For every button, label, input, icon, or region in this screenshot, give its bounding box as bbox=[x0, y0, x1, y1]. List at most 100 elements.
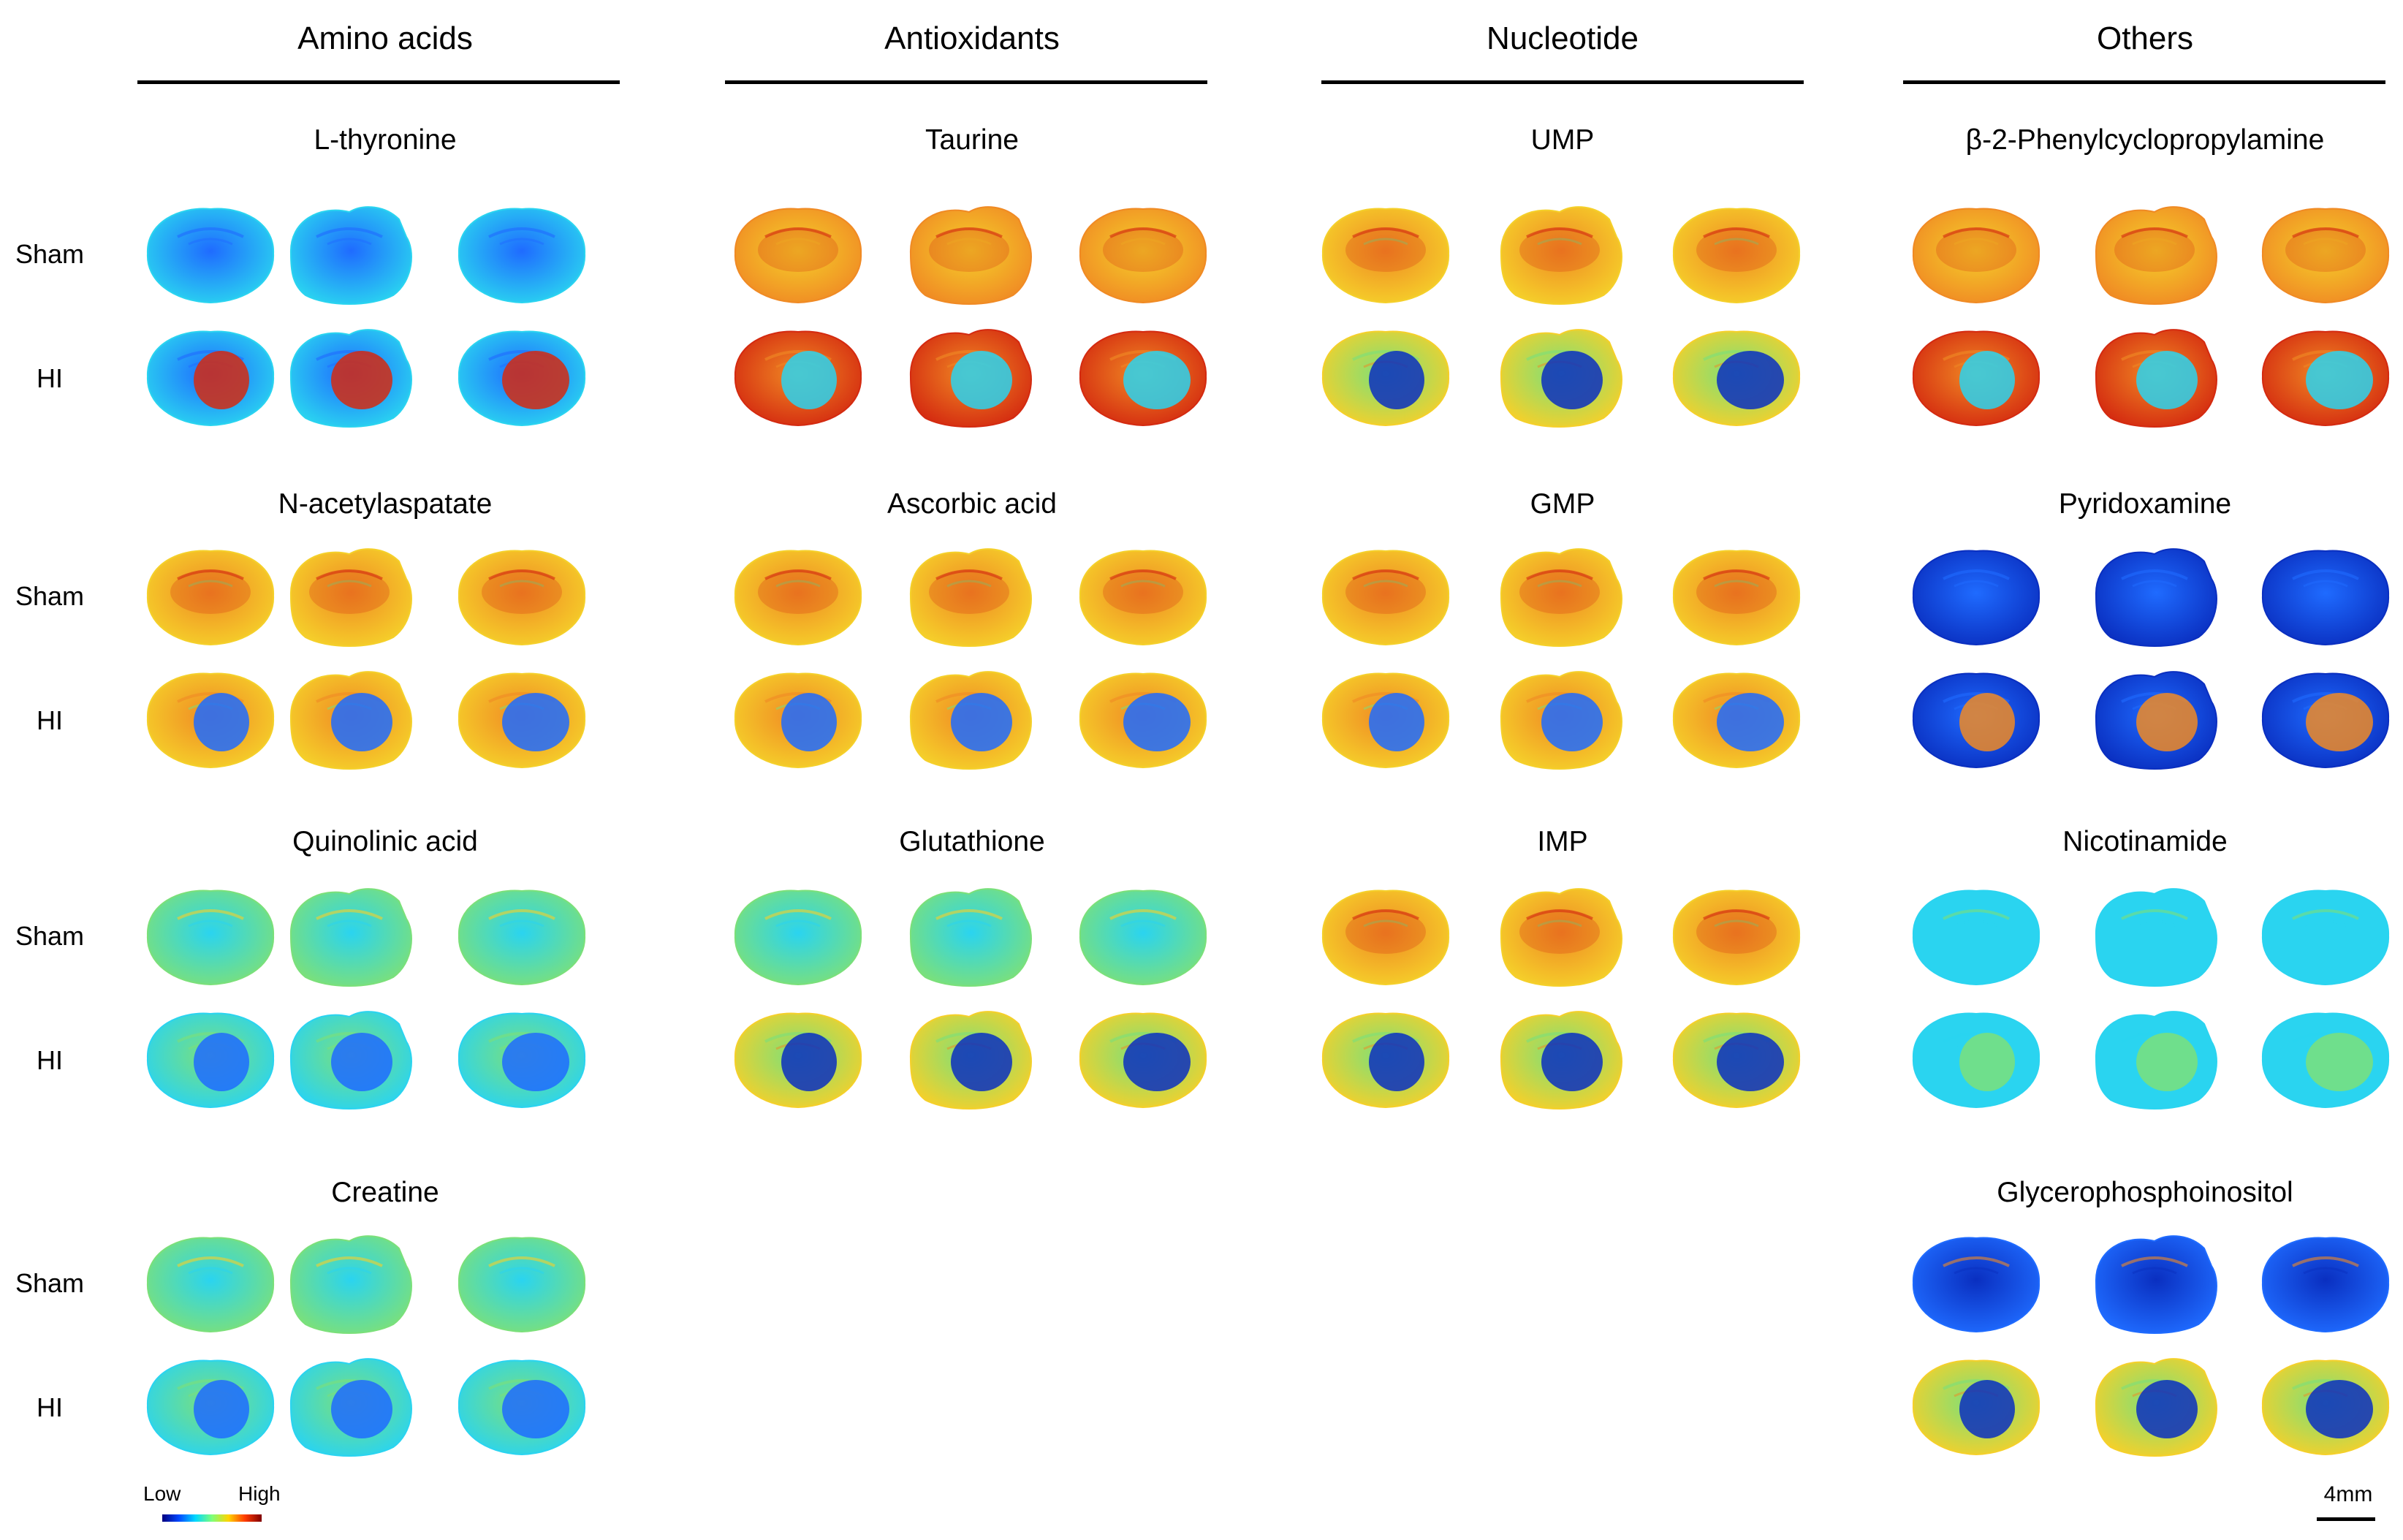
brain-section-sham bbox=[137, 199, 284, 312]
brain-section-hi bbox=[2252, 322, 2399, 435]
category-rule bbox=[725, 80, 1207, 84]
colorbar-low-label: Low bbox=[143, 1482, 181, 1505]
brain-section-hi bbox=[1070, 322, 1216, 435]
brain-section-sham bbox=[896, 199, 1042, 312]
metabolite-title: N-acetylaspatate bbox=[278, 488, 493, 520]
brain-section-hi bbox=[2252, 1004, 2399, 1117]
brain-section-hi bbox=[1663, 664, 1810, 777]
brain-section-hi bbox=[2081, 664, 2228, 777]
brain-section-sham bbox=[2252, 881, 2399, 994]
brain-section-hi bbox=[1070, 664, 1216, 777]
row-label-sham: Sham bbox=[15, 581, 85, 611]
brain-section-hi bbox=[137, 664, 284, 777]
row-label-sham: Sham bbox=[15, 921, 85, 951]
brain-section-hi bbox=[896, 322, 1042, 435]
brain-section-sham bbox=[725, 541, 871, 654]
brain-section-hi bbox=[1313, 322, 1459, 435]
brain-section-hi bbox=[725, 322, 871, 435]
brain-section-sham bbox=[896, 541, 1042, 654]
brain-section-hi bbox=[896, 664, 1042, 777]
scale-bar-line bbox=[2317, 1517, 2375, 1521]
brain-section-hi bbox=[2081, 1004, 2228, 1117]
brain-section-sham bbox=[1663, 881, 1810, 994]
brain-section-sham bbox=[1663, 199, 1810, 312]
metabolite-title: IMP bbox=[1537, 826, 1588, 857]
brain-section-hi bbox=[276, 322, 422, 435]
brain-section-sham bbox=[1313, 881, 1459, 994]
brain-section-hi bbox=[2252, 1351, 2399, 1464]
brain-section-sham bbox=[449, 1228, 595, 1341]
metabolite-title: β-2-Phenylcyclopropylamine bbox=[1965, 124, 2325, 156]
brain-section-hi bbox=[1903, 1351, 2049, 1464]
brain-section-sham bbox=[725, 881, 871, 994]
brain-section-sham bbox=[276, 1228, 422, 1341]
brain-section-sham bbox=[2081, 541, 2228, 654]
brain-section-sham bbox=[1487, 199, 1633, 312]
category-title: Others bbox=[2096, 20, 2194, 56]
row-label-hi: HI bbox=[37, 705, 63, 735]
brain-section-sham bbox=[896, 881, 1042, 994]
brain-section-hi bbox=[1903, 322, 2049, 435]
brain-section-sham bbox=[1070, 541, 1216, 654]
brain-section-hi bbox=[725, 1004, 871, 1117]
brain-section-sham bbox=[1903, 1228, 2049, 1341]
brain-section-sham bbox=[449, 199, 595, 312]
row-label-sham: Sham bbox=[15, 1268, 85, 1298]
brain-section-sham bbox=[1313, 541, 1459, 654]
brain-section-hi bbox=[1487, 664, 1633, 777]
brain-section-hi bbox=[1663, 1004, 1810, 1117]
brain-section-sham bbox=[1487, 541, 1633, 654]
category-rule bbox=[1321, 80, 1804, 84]
brain-section-sham bbox=[1903, 199, 2049, 312]
metabolite-title: UMP bbox=[1530, 124, 1595, 156]
brain-section-hi bbox=[449, 322, 595, 435]
brain-section-sham bbox=[725, 199, 871, 312]
brain-section-sham bbox=[2252, 541, 2399, 654]
category-title: Amino acids bbox=[297, 20, 473, 56]
metabolite-title: Ascorbic acid bbox=[887, 488, 1057, 520]
brain-section-hi bbox=[2081, 322, 2228, 435]
brain-section-hi bbox=[1070, 1004, 1216, 1117]
colorbar-gradient bbox=[162, 1514, 262, 1522]
category-title: Antioxidants bbox=[884, 20, 1060, 56]
brain-section-sham bbox=[276, 881, 422, 994]
category-rule bbox=[1903, 80, 2385, 84]
brain-section-hi bbox=[137, 1004, 284, 1117]
brain-section-hi bbox=[1313, 664, 1459, 777]
brain-section-hi bbox=[1487, 1004, 1633, 1117]
brain-section-hi bbox=[276, 1351, 422, 1464]
brain-section-hi bbox=[137, 1351, 284, 1464]
brain-section-hi bbox=[1487, 322, 1633, 435]
brain-section-hi bbox=[276, 664, 422, 777]
metabolite-title: Glycerophosphoinositol bbox=[1997, 1177, 2293, 1208]
row-label-hi: HI bbox=[37, 1392, 63, 1422]
brain-section-sham bbox=[2081, 199, 2228, 312]
brain-section-sham bbox=[276, 541, 422, 654]
brain-section-hi bbox=[449, 1351, 595, 1464]
brain-section-hi bbox=[1313, 1004, 1459, 1117]
row-label-hi: HI bbox=[37, 1045, 63, 1075]
metabolite-title: Nicotinamide bbox=[2062, 826, 2228, 857]
brain-section-sham bbox=[2081, 881, 2228, 994]
metabolite-title: Creatine bbox=[331, 1177, 439, 1208]
row-label-sham: Sham bbox=[15, 239, 85, 269]
brain-section-sham bbox=[2252, 199, 2399, 312]
metabolite-title: L-thyronine bbox=[314, 124, 457, 156]
brain-section-hi bbox=[137, 322, 284, 435]
brain-section-sham bbox=[1313, 199, 1459, 312]
brain-section-sham bbox=[2252, 1228, 2399, 1341]
brain-section-sham bbox=[449, 541, 595, 654]
brain-section-sham bbox=[137, 541, 284, 654]
brain-section-sham bbox=[2081, 1228, 2228, 1341]
brain-section-sham bbox=[137, 881, 284, 994]
brain-section-hi bbox=[1903, 664, 2049, 777]
brain-section-hi bbox=[896, 1004, 1042, 1117]
metabolite-title: Pyridoxamine bbox=[2058, 488, 2232, 520]
brain-section-sham bbox=[1663, 541, 1810, 654]
brain-section-hi bbox=[725, 664, 871, 777]
brain-section-sham bbox=[1070, 199, 1216, 312]
brain-section-sham bbox=[1070, 881, 1216, 994]
brain-section-sham bbox=[1487, 881, 1633, 994]
brain-section-hi bbox=[1903, 1004, 2049, 1117]
brain-section-sham bbox=[1903, 541, 2049, 654]
